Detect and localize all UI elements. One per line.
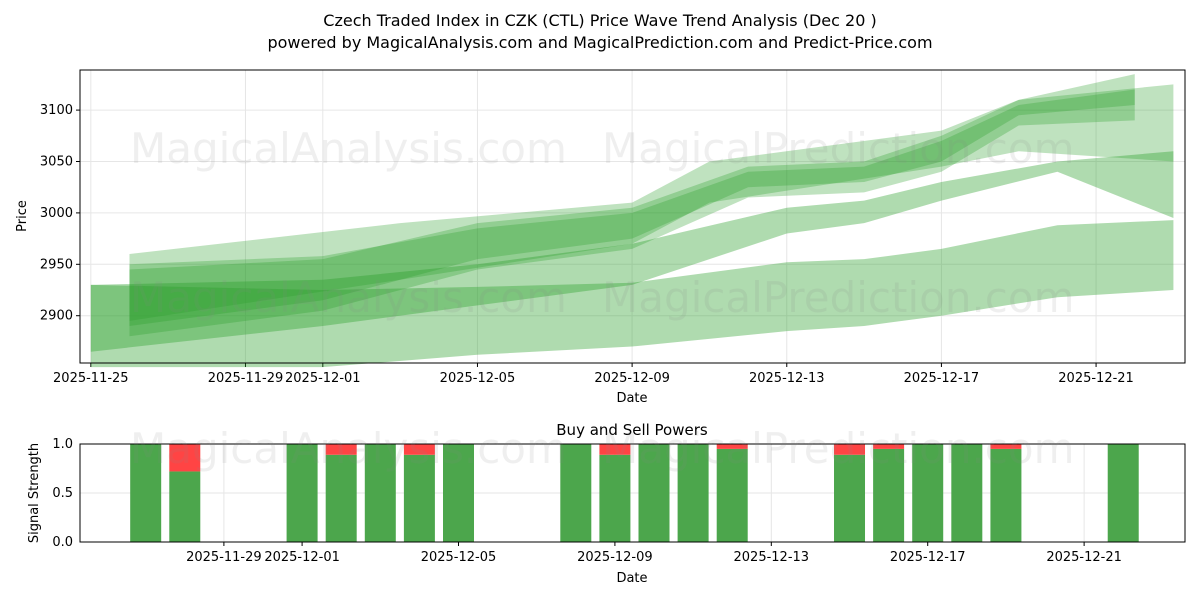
chart-title: Czech Traded Index in CZK (CTL) Price Wa… — [323, 11, 876, 30]
buy-bar — [325, 454, 357, 542]
plot-frame — [79, 69, 1186, 364]
chart-subtitle: powered by MagicalAnalysis.com and Magic… — [267, 33, 932, 52]
y-tick-label: 3100 — [40, 103, 73, 118]
watermark: MagicalAnalysis.com — [130, 424, 567, 473]
bar-y-axis-label: Signal Strength — [27, 443, 42, 543]
bar-plot-frame — [79, 443, 1186, 543]
x-tick-label: 2025-12-17 — [904, 371, 980, 386]
x-tick-label: 2025-11-29 — [186, 550, 262, 565]
y-axis-label: Price — [15, 200, 30, 232]
forecast-band — [129, 74, 1135, 337]
x-tick-label: 2025-12-01 — [285, 371, 361, 386]
x-tick-label: 2025-12-09 — [594, 371, 670, 386]
sell-bar — [169, 444, 201, 472]
y-tick-label: 2900 — [40, 309, 73, 324]
buy-bar — [599, 454, 631, 542]
y-tick-label: 1.0 — [52, 437, 73, 452]
buy-bar — [716, 448, 748, 542]
buy-bar — [286, 444, 318, 542]
sell-bar — [873, 444, 905, 449]
y-tick-label: 2950 — [40, 257, 73, 272]
x-tick-label: 2025-12-13 — [749, 371, 825, 386]
x-tick-label: 2025-12-01 — [264, 550, 340, 565]
x-tick-label: 2025-12-05 — [421, 550, 497, 565]
sell-bar — [325, 444, 357, 455]
y-tick-label: 3050 — [40, 154, 73, 169]
watermark: MagicalPrediction.com — [602, 124, 1075, 173]
x-tick-label: 2025-12-09 — [577, 550, 653, 565]
watermark: MagicalPrediction.com — [602, 424, 1075, 473]
y-tick-label: 0.5 — [52, 486, 73, 501]
x-tick-label: 2025-11-25 — [53, 371, 129, 386]
buy-bar — [169, 471, 201, 542]
sell-bar — [403, 444, 435, 455]
buy-bar — [912, 444, 944, 542]
sell-bar — [834, 444, 866, 455]
buy-bar — [364, 444, 396, 542]
bar-chart-title: Buy and Sell Powers — [556, 421, 708, 439]
watermark: MagicalAnalysis.com — [130, 124, 567, 173]
buy-bar — [1107, 444, 1139, 542]
sell-bar — [716, 444, 748, 449]
forecast-band — [129, 89, 1135, 326]
forecast-band — [90, 151, 1174, 352]
sell-bar — [990, 444, 1022, 449]
y-tick-label: 3000 — [40, 206, 73, 221]
buy-bar — [442, 444, 474, 542]
buy-bar — [834, 454, 866, 542]
buy-bar — [873, 448, 905, 542]
x-tick-label: 2025-12-21 — [1046, 550, 1122, 565]
buy-bar — [677, 444, 709, 542]
forecast-band — [90, 220, 1174, 368]
buy-bar — [638, 444, 670, 542]
x-tick-label: 2025-12-13 — [734, 550, 810, 565]
watermark: MagicalPrediction.com — [602, 273, 1075, 322]
buy-bar — [951, 444, 983, 542]
x-tick-label: 2025-12-05 — [440, 371, 516, 386]
x-tick-label: 2025-12-17 — [890, 550, 966, 565]
buy-bar — [560, 444, 592, 542]
buy-bar — [990, 448, 1022, 542]
y-tick-label: 0.0 — [52, 535, 73, 550]
watermark: MagicalAnalysis.com — [130, 273, 567, 322]
buy-bar — [130, 444, 162, 542]
x-tick-label: 2025-11-29 — [208, 371, 284, 386]
bar-x-axis-label: Date — [616, 571, 647, 586]
forecast-band — [129, 84, 1174, 321]
sell-bar — [599, 444, 631, 455]
x-axis-label: Date — [616, 391, 647, 406]
x-tick-label: 2025-12-21 — [1058, 371, 1134, 386]
buy-bar — [403, 454, 435, 542]
